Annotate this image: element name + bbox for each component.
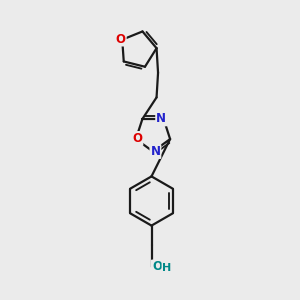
Text: N: N (150, 145, 161, 158)
Text: O: O (132, 132, 142, 145)
Text: N: N (156, 112, 166, 125)
Text: O: O (152, 260, 162, 274)
Text: H: H (163, 262, 172, 273)
Text: O: O (116, 32, 126, 46)
